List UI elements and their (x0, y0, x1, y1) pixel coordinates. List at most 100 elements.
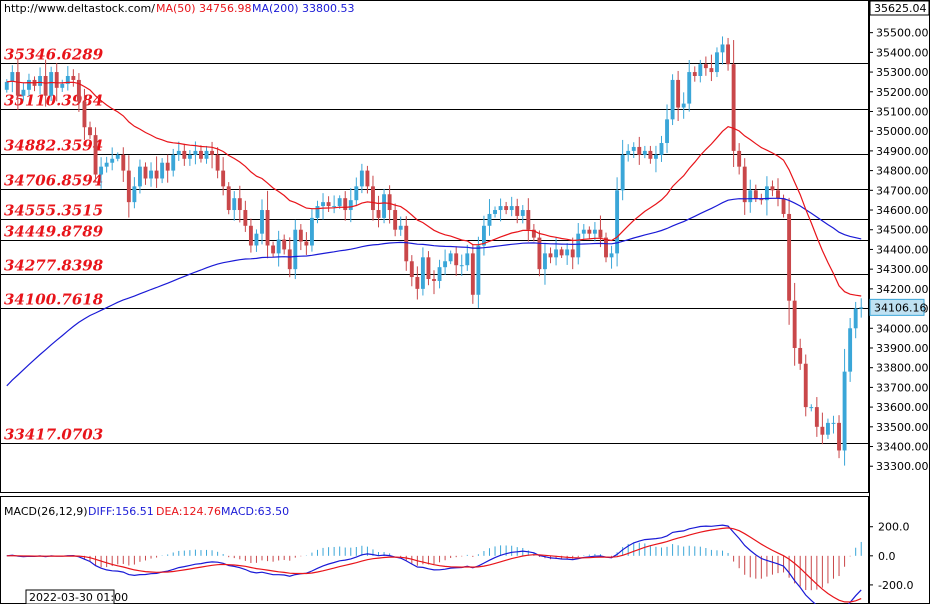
candle-body (825, 422, 830, 435)
candle-body (271, 245, 276, 254)
candle-body (798, 347, 803, 364)
candle-body (187, 154, 192, 159)
candle-body (698, 64, 703, 77)
candle-body (592, 229, 597, 234)
candle-body (543, 253, 547, 270)
candle-body (670, 79, 675, 120)
candle-body (121, 154, 126, 171)
macd-panel: 200.0 0.0 -200.0 (6, 521, 913, 604)
price-tick-label: 33400.00 (876, 441, 929, 454)
price-tick-label: 34800.00 (876, 165, 929, 178)
candle-body (687, 72, 692, 104)
ma50-label: MA(50) (156, 2, 196, 15)
macd-diff: DIFF:156.51 (88, 505, 154, 518)
ma50-line (6, 80, 862, 297)
ma200-line (6, 197, 862, 387)
candle-body (10, 72, 15, 82)
candle-body (15, 72, 20, 96)
candle-body (476, 245, 481, 295)
candle-body (620, 154, 625, 191)
candle-body (137, 166, 142, 187)
price-tick-label: 33300.00 (876, 460, 929, 473)
price-tick-label: 34200.00 (876, 283, 929, 296)
candle-body (393, 210, 398, 230)
candle-body (576, 233, 581, 258)
price-tick-label: 35500.00 (876, 27, 929, 40)
candle-body (454, 253, 459, 266)
current-price: 34106.16 (874, 301, 927, 314)
candle-body (598, 229, 603, 238)
candle-body (182, 150, 187, 159)
price-tick-label: 33700.00 (876, 381, 929, 394)
candle-body (287, 249, 292, 270)
macd-tick-label: -200.0 (878, 579, 913, 592)
macd-dea: DEA:124.76 (156, 505, 221, 518)
candle-body (298, 229, 303, 242)
candle-body (437, 267, 442, 281)
price-tick-label: 34300.00 (876, 263, 929, 276)
candle-body (99, 166, 104, 175)
candle-body (520, 210, 525, 216)
candle-body (814, 407, 819, 427)
price-tick-label: 34600.00 (876, 204, 929, 217)
candle-body (193, 150, 198, 155)
candle-body (648, 150, 653, 159)
candle-body (653, 154, 658, 159)
candle-body (359, 170, 364, 187)
candle-body (470, 253, 475, 295)
candle-body (326, 202, 331, 207)
price-tick-label: 34700.00 (876, 184, 929, 197)
price-tick-label: 34900.00 (876, 145, 929, 158)
candle-body (254, 233, 259, 246)
candle-body (715, 52, 719, 73)
candle-body (820, 426, 825, 435)
candle-body (443, 261, 448, 268)
macd-tick-label: 200.0 (878, 521, 910, 534)
candle-body (154, 170, 159, 179)
candle-body (27, 79, 31, 90)
candle-body (665, 119, 669, 144)
candle-body (537, 237, 542, 270)
candle-body (426, 257, 431, 280)
candle-body (498, 206, 503, 211)
candle-body (642, 150, 647, 155)
candle-body (43, 76, 48, 96)
candle-body (371, 186, 375, 211)
candle-body (781, 198, 786, 214)
candle-body (692, 72, 697, 77)
candle-body (420, 257, 425, 289)
candle-body (703, 64, 708, 69)
candle-body (248, 225, 253, 246)
level-label: 34555.3515 (4, 202, 103, 220)
candle-body (21, 89, 26, 96)
ma200-label: MA(200) (252, 2, 299, 15)
candle-body (365, 170, 370, 187)
candle-body (321, 202, 325, 207)
candle-body (171, 154, 176, 171)
candle-body (809, 407, 814, 409)
candle-body (615, 190, 620, 254)
candle-body (226, 186, 231, 211)
price-tick-label: 35300.00 (876, 66, 929, 79)
candle-body (143, 166, 148, 179)
candle-body (831, 422, 836, 424)
candle-body (559, 249, 564, 256)
candle-body (398, 225, 403, 230)
candle-body (309, 217, 314, 246)
candle-body (126, 170, 131, 203)
candle-body (382, 194, 387, 218)
candle-body (65, 76, 70, 84)
candle-body (753, 190, 758, 199)
current-price-box (869, 298, 925, 316)
candle-body (748, 190, 753, 203)
candle-body (176, 150, 181, 155)
candle-body (526, 210, 531, 230)
price-axis: 33300.00 33400.00 33500.00 33600.00 33700.00… (869, 27, 929, 473)
candle-body (515, 206, 520, 216)
price-tick-label: 34400.00 (876, 243, 929, 256)
candle-body (293, 229, 298, 270)
level-label: 34706.8594 (4, 172, 103, 190)
price-tick-label: 34500.00 (876, 224, 929, 237)
candle-body (764, 186, 769, 201)
